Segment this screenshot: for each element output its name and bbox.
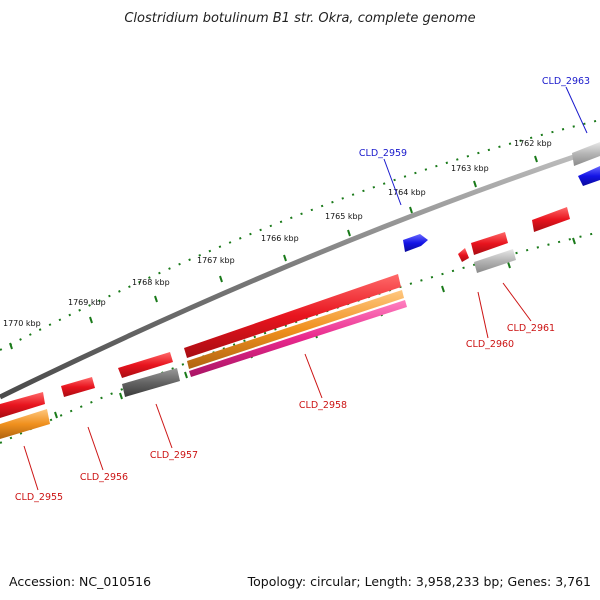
gene-label-cld-2958[interactable]: CLD_2958 xyxy=(299,400,347,411)
leader-cld-2955 xyxy=(23,445,39,491)
genome-backbone xyxy=(0,145,600,400)
tick-inner xyxy=(54,411,58,419)
tick-outer xyxy=(534,155,538,163)
scale-label: 1769 kbp xyxy=(68,298,106,307)
gene-label-cld-2961[interactable]: CLD_2961 xyxy=(507,323,555,334)
gene-cld-2961[interactable] xyxy=(474,249,516,273)
tick-outer xyxy=(9,342,13,350)
gene-cld-2963-blue[interactable] xyxy=(578,166,600,186)
gene-label-cld-2955[interactable]: CLD_2955 xyxy=(15,492,63,503)
scale-label: 1770 kbp xyxy=(3,319,41,328)
leader-cld-2957 xyxy=(155,403,173,449)
gene-cld-2958-orange[interactable] xyxy=(187,290,404,369)
tick-outer xyxy=(347,229,351,237)
gene-cld-2955-orange[interactable] xyxy=(0,409,50,439)
tick-inner xyxy=(184,371,188,379)
forward-strand-genes xyxy=(0,142,600,418)
tick-outer xyxy=(219,275,223,283)
gene-cld-2955-red[interactable] xyxy=(0,392,45,418)
gene-cld-2961-upper[interactable] xyxy=(532,207,570,232)
tick-outer xyxy=(154,295,158,303)
gene-cld-2957-dark[interactable] xyxy=(122,368,180,397)
gene-label-cld-2960[interactable]: CLD_2960 xyxy=(466,339,514,350)
scale-label: 1767 kbp xyxy=(197,256,235,265)
leader-lines xyxy=(23,86,588,491)
scale-label: 1768 kbp xyxy=(132,278,170,287)
scale-label: 1762 kbp xyxy=(514,139,552,148)
leader-cld-2956 xyxy=(87,426,104,471)
tick-inner xyxy=(119,392,123,400)
scale-label: 1764 kbp xyxy=(388,188,426,197)
gene-label-cld-2956[interactable]: CLD_2956 xyxy=(80,472,128,483)
tick-outer xyxy=(409,206,413,214)
gene-cld-2959[interactable] xyxy=(403,234,428,252)
gene-cld-2957-red[interactable] xyxy=(118,352,173,378)
leader-cld-2963 xyxy=(565,86,588,134)
tick-outer xyxy=(283,254,287,262)
gene-cld-2963[interactable] xyxy=(572,142,600,166)
leader-cld-2960 xyxy=(477,291,489,339)
scale-label: 1763 kbp xyxy=(451,164,489,173)
gene-label-cld-2959[interactable]: CLD_2959 xyxy=(359,148,407,159)
gene-small-red[interactable] xyxy=(458,248,469,262)
tick-inner xyxy=(507,261,511,269)
scale-track xyxy=(0,119,600,444)
tick-inner xyxy=(441,285,445,293)
leader-cld-2959 xyxy=(383,158,402,206)
reverse-strand-genes xyxy=(0,166,600,439)
gene-cld-2960-red[interactable] xyxy=(471,232,508,255)
accession-text: Accession: NC_010516 xyxy=(9,574,151,589)
leader-cld-2961 xyxy=(502,282,532,322)
tick-inner xyxy=(572,237,576,245)
gene-labels: CLD_2963 CLD_2959 CLD_2961 CLD_2960 CLD_… xyxy=(15,76,590,503)
gene-cld-2958-pink[interactable] xyxy=(189,300,407,377)
gene-cld-2958-block[interactable] xyxy=(184,274,401,358)
map-title: Clostridium botulinum B1 str. Okra, comp… xyxy=(124,11,475,26)
gene-label-cld-2957[interactable]: CLD_2957 xyxy=(150,450,198,461)
scale-labels: 1762 kbp 1763 kbp 1764 kbp 1765 kbp 1766… xyxy=(3,139,552,328)
scale-label: 1765 kbp xyxy=(325,212,363,221)
genome-summary-text: Topology: circular; Length: 3,958,233 bp… xyxy=(247,574,591,589)
scale-label: 1766 kbp xyxy=(261,234,299,243)
scale-ticks xyxy=(9,155,576,419)
tick-outer xyxy=(473,180,477,188)
leader-cld-2958 xyxy=(304,353,323,399)
tick-outer xyxy=(89,316,93,324)
gene-cld-2956[interactable] xyxy=(61,377,95,397)
gene-label-cld-2963[interactable]: CLD_2963 xyxy=(542,76,590,87)
